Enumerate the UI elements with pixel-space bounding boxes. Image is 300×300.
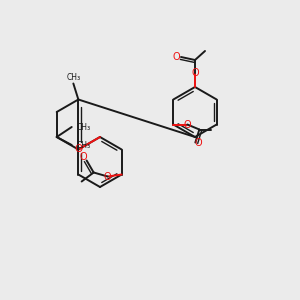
Text: O: O: [104, 172, 112, 182]
Text: CH₃: CH₃: [66, 73, 80, 82]
Text: O: O: [184, 119, 191, 130]
Text: O: O: [191, 68, 199, 78]
Text: CH₃: CH₃: [77, 122, 91, 131]
Text: CH₃: CH₃: [77, 140, 91, 149]
Text: O: O: [172, 52, 180, 62]
Text: O: O: [194, 137, 202, 148]
Text: O: O: [74, 145, 82, 154]
Text: O: O: [80, 152, 88, 163]
